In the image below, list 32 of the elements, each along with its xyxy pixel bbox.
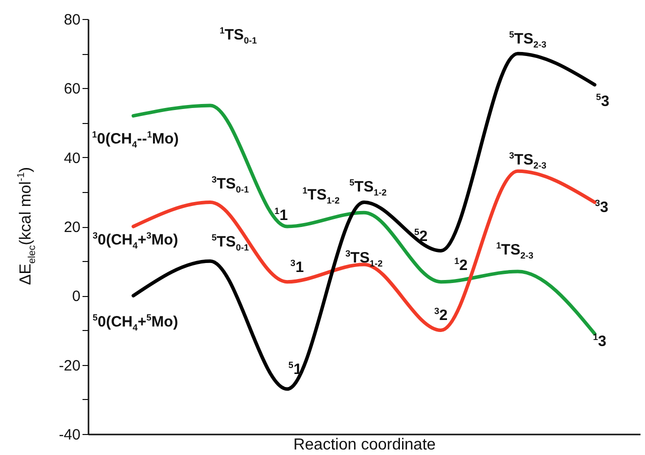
annotation: $^{3}$0(CH$_{4}$+$^{3}$Mo) [92,230,178,250]
annotation: $^{1}$TS$_{1-2}$ [302,185,340,206]
y-tick-label: 40 [64,150,80,167]
annotation: $^{5}$0(CH$_{4}$+$^{5}$Mo) [92,312,178,332]
annotation: $^{1}$1 [274,206,288,224]
annotation: $^{1}$2 [454,256,468,274]
annotation: $^{3}$3 [594,198,608,216]
annotation: $^{3}$TS$_{2-3}$ [509,150,546,171]
line-series [132,169,596,332]
annotation: $^{3}$TS$_{1-2}$ [345,248,383,268]
annotation: $^{3}$TS$_{0-1}$ [212,174,249,195]
y-tick-label: 0 [72,288,80,306]
annotation: $^{5}$TS$_{2-3}$ [509,29,546,50]
y-tick-label: -40 [58,426,80,444]
annotation: $^{1}$TS$_{2-3}$ [496,240,534,261]
annotation: $^{5}$1 [288,360,302,378]
annotation: $^{5}$3 [596,92,610,110]
annotation: $^{3}$2 [434,306,448,324]
annotation: $^{5}$TS$_{1-2}$ [349,178,387,198]
line-series [132,52,596,391]
line-series [132,104,596,336]
annotation: $^{1}$0(CH$_{4}$--$^{1}$Mo) [92,129,179,150]
x-axis-title: Reaction coordinate [293,436,436,454]
annotation: $^{1}$TS$_{0-1}$ [220,26,257,46]
y-tick-label: 60 [64,80,80,98]
y-tick-label: 80 [64,12,80,28]
y-tick-label: 20 [64,219,80,236]
y-tick-label: -20 [58,357,80,374]
annotation: $^{1}$3 [592,332,606,350]
annotation: $^{3}$1 [290,258,304,276]
annotation: $^{5}$TS$_{0-1}$ [212,232,249,253]
annotation: $^{5}$2 [414,226,428,245]
